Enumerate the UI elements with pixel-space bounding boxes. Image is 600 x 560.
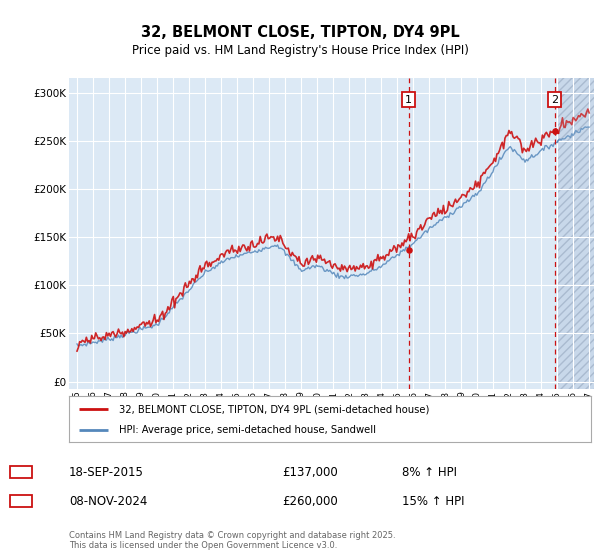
Text: Price paid vs. HM Land Registry's House Price Index (HPI): Price paid vs. HM Land Registry's House … xyxy=(131,44,469,57)
Text: 32, BELMONT CLOSE, TIPTON, DY4 9PL (semi-detached house): 32, BELMONT CLOSE, TIPTON, DY4 9PL (semi… xyxy=(119,404,429,414)
Text: 1: 1 xyxy=(17,465,25,479)
Text: 15% ↑ HPI: 15% ↑ HPI xyxy=(402,494,464,508)
Point xyxy=(550,127,560,136)
Text: 2: 2 xyxy=(17,494,25,508)
Text: 32, BELMONT CLOSE, TIPTON, DY4 9PL: 32, BELMONT CLOSE, TIPTON, DY4 9PL xyxy=(140,25,460,40)
Bar xyxy=(559,78,600,389)
Text: 18-SEP-2015: 18-SEP-2015 xyxy=(69,465,144,479)
Text: 8% ↑ HPI: 8% ↑ HPI xyxy=(402,465,457,479)
Text: Contains HM Land Registry data © Crown copyright and database right 2025.
This d: Contains HM Land Registry data © Crown c… xyxy=(69,531,395,550)
Text: £137,000: £137,000 xyxy=(282,465,338,479)
Text: HPI: Average price, semi-detached house, Sandwell: HPI: Average price, semi-detached house,… xyxy=(119,425,376,435)
Bar xyxy=(559,16,600,401)
Point xyxy=(404,245,413,254)
Text: 08-NOV-2024: 08-NOV-2024 xyxy=(69,494,148,508)
Text: 2: 2 xyxy=(551,95,559,105)
Text: £260,000: £260,000 xyxy=(282,494,338,508)
Text: 1: 1 xyxy=(405,95,412,105)
